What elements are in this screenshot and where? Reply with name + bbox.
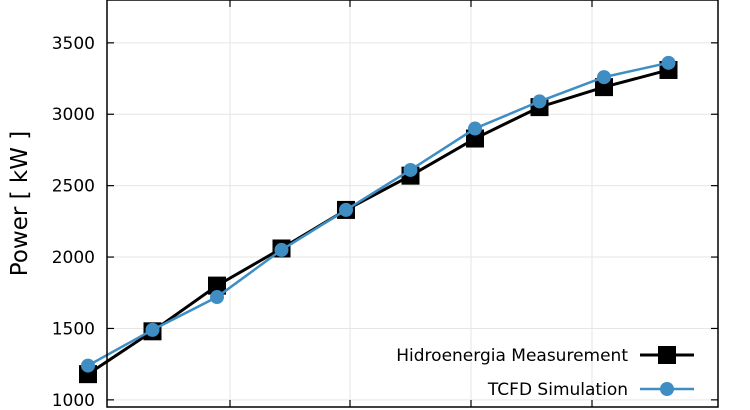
y-tick-label: 2500: [52, 177, 95, 197]
data-point-square: [466, 129, 484, 148]
data-point-circle: [210, 290, 224, 305]
legend: Hidroenergia Measurement TCFD Simulation: [396, 346, 694, 400]
data-point-circle: [339, 202, 353, 217]
data-point-circle: [403, 162, 418, 177]
data-point-square: [595, 78, 613, 97]
y-tick-label: 3500: [52, 34, 95, 54]
y-axis-label: Power [ kW ]: [7, 131, 33, 276]
data-point-circle: [661, 55, 676, 70]
y-tick-label: 1000: [52, 391, 95, 410]
plot-frame: [106, 0, 719, 408]
data-point-circle: [274, 242, 289, 257]
legend-label-simulation: TCFD Simulation: [487, 380, 628, 400]
y-tick-label: 2000: [52, 248, 95, 268]
legend-swatch-square: [658, 346, 676, 364]
grid: [107, 0, 718, 407]
data-point-circle: [468, 121, 482, 136]
y-tick-label: 3000: [52, 105, 95, 125]
y-tick-label: 1500: [52, 319, 95, 339]
data-point-circle: [81, 358, 95, 373]
series-layer: [79, 55, 678, 384]
data-point-circle: [532, 94, 547, 109]
data-point-square: [208, 276, 226, 295]
y-axis-ticks: 1000 1500 2000 2500 3000 3500: [52, 34, 718, 410]
data-point-circle: [597, 70, 611, 85]
plot-background: [107, 0, 718, 407]
legend-label-measurement: Hidroenergia Measurement: [396, 346, 628, 366]
data-point-circle: [145, 322, 160, 337]
series-line: [87, 61, 669, 367]
series-line: [87, 68, 669, 376]
series-simulation: [81, 55, 676, 373]
legend-swatch-circle: [660, 382, 674, 396]
x-axis-ticks: [229, 0, 593, 407]
